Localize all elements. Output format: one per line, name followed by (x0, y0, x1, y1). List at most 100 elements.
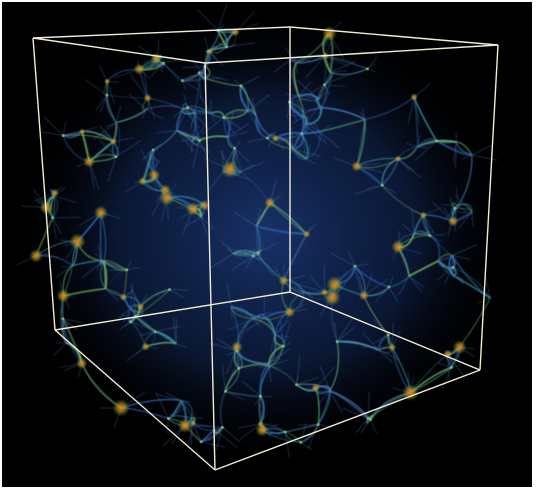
cluster (133, 63, 146, 75)
cube-edge (289, 26, 499, 46)
filament (106, 95, 117, 123)
filament-strand (388, 286, 399, 304)
filament-strand (234, 140, 241, 149)
filament-strand (388, 275, 394, 288)
filament-strand (305, 55, 326, 79)
filament (298, 93, 320, 101)
node (223, 389, 227, 393)
filament-strand (198, 72, 202, 100)
filament-strand (52, 216, 81, 219)
filament (457, 203, 473, 213)
filament-strand (152, 144, 161, 151)
filament-strand (441, 367, 452, 390)
cluster (351, 160, 363, 172)
filament-strand (176, 130, 195, 152)
filament (268, 345, 284, 364)
filament-strand (442, 268, 454, 276)
filament-strand (423, 140, 437, 148)
filament-strand (411, 208, 415, 234)
filament (451, 254, 491, 299)
filament (181, 108, 196, 115)
filament (292, 148, 307, 161)
filament-strand (458, 211, 473, 228)
filament-strand (248, 94, 270, 112)
filament-strand (81, 260, 105, 278)
filament-strand (182, 108, 192, 118)
filament-strand (240, 75, 260, 86)
node (251, 254, 255, 258)
filament-strand (303, 291, 314, 298)
filament-strand (471, 144, 492, 156)
filament-strand (225, 391, 246, 401)
cluster (143, 93, 152, 103)
filament (452, 267, 491, 299)
cluster (311, 383, 321, 393)
cluster (447, 215, 459, 227)
filament-strand (119, 321, 131, 330)
filament (52, 195, 56, 218)
filament (194, 111, 201, 141)
filament-strand (210, 113, 216, 123)
filament-strand (216, 41, 227, 48)
filament (115, 122, 121, 157)
filament-strand (296, 377, 319, 385)
cube-edge (32, 37, 56, 331)
node (368, 417, 372, 421)
filament-strand (238, 423, 261, 429)
filament-strand (43, 116, 64, 136)
node (265, 136, 269, 140)
cluster (141, 342, 150, 352)
filament (364, 96, 415, 121)
filament-strand (406, 143, 418, 148)
filament-strand (184, 216, 202, 228)
filament-strand (309, 84, 325, 95)
filament-strand (222, 427, 241, 443)
filament-strand (156, 62, 164, 74)
cluster (410, 93, 418, 102)
node (281, 344, 285, 348)
filament-strand (315, 366, 336, 388)
node (114, 155, 118, 159)
node (168, 288, 172, 292)
filament-strand (144, 71, 148, 99)
filament (408, 259, 439, 278)
cube-edge (204, 44, 499, 64)
filament-strand (55, 265, 73, 278)
filament (217, 29, 228, 48)
filament-strand (95, 95, 108, 111)
filament-strand (201, 439, 212, 443)
filament-strand (284, 431, 290, 458)
node (295, 383, 299, 387)
node (197, 71, 201, 75)
node (449, 365, 453, 369)
node (366, 417, 370, 421)
filament (318, 72, 332, 100)
filament (223, 117, 229, 138)
cube-edge (32, 37, 206, 64)
filament-strand (296, 355, 301, 385)
filament-strand (62, 318, 78, 331)
cluster (150, 52, 162, 65)
filament-strand (226, 284, 232, 307)
cluster (231, 340, 243, 353)
filament (99, 260, 107, 290)
node (151, 148, 155, 152)
filament-strand (366, 184, 383, 190)
filament-strand (391, 322, 394, 348)
filament-strand (274, 59, 290, 73)
filament-strand (99, 95, 108, 113)
filament-strand (300, 442, 313, 451)
filament (100, 260, 108, 289)
filament-strand (82, 131, 111, 136)
filament (317, 390, 331, 425)
filament-strand (330, 252, 356, 267)
filament-strand (303, 143, 307, 160)
cluster (185, 201, 200, 216)
filament (285, 423, 319, 433)
filament-strand (249, 360, 270, 367)
cluster (29, 248, 43, 263)
cluster (255, 423, 269, 437)
filament-strand (479, 291, 491, 299)
node (300, 132, 304, 136)
filament-strand (367, 57, 378, 70)
